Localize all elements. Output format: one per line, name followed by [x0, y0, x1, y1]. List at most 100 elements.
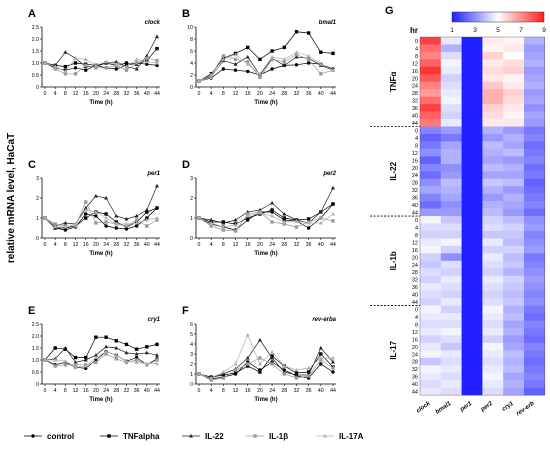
panel-letter: E	[28, 305, 35, 317]
data-point	[73, 365, 78, 369]
colorbar-tick-label: 3	[473, 27, 477, 34]
x-tick-label: 44	[330, 91, 336, 97]
y-tick-label: 6	[190, 322, 193, 328]
x-tick-label: 16	[83, 242, 89, 248]
y-tick-label: 1	[190, 372, 193, 378]
heatmap-cell	[440, 320, 462, 329]
data-point	[155, 46, 159, 51]
series-line	[44, 209, 158, 228]
heatmap-cell	[482, 335, 504, 344]
heatmap-cell	[461, 327, 483, 336]
x-tick-label: 4	[210, 91, 213, 97]
heatmap-cell	[482, 186, 504, 194]
x-tick-label: 32	[124, 242, 130, 248]
series-line	[44, 336, 158, 361]
data-point	[73, 355, 78, 360]
series-line	[198, 203, 334, 225]
data-point	[318, 355, 323, 360]
heatmap-cell	[503, 89, 525, 97]
heatmap-cell	[503, 51, 525, 60]
x-tick-label: 24	[269, 91, 275, 97]
data-point	[43, 60, 47, 65]
x-tick-label: 36	[306, 242, 312, 248]
data-point	[84, 366, 88, 371]
data-point	[53, 357, 58, 362]
heatmap-cell	[503, 342, 525, 351]
heatmap-cell	[482, 216, 504, 224]
heatmap-cell	[440, 133, 462, 142]
x-tick-label: 12	[73, 242, 79, 248]
x-tick-label: 0	[44, 91, 47, 97]
heatmap-cell	[482, 387, 504, 396]
gene-label: cry1	[148, 317, 161, 323]
x-axis-label: Time (h)	[254, 397, 277, 403]
heatmap-cell	[482, 223, 504, 232]
data-point	[124, 61, 129, 65]
data-point	[73, 61, 78, 65]
heatmap-cell	[524, 305, 546, 314]
data-point	[282, 60, 286, 64]
x-tick-label: 4	[54, 388, 57, 394]
heatmap-cell	[482, 37, 504, 45]
x-tick-label: 4	[54, 91, 57, 97]
x-tick-label: 44	[330, 388, 336, 394]
heatmap-cell	[461, 365, 483, 373]
heatmap-row-label: 0	[415, 39, 418, 45]
heatmap-cell	[440, 216, 462, 224]
x-tick-label: 16	[83, 388, 89, 394]
data-point	[63, 64, 68, 69]
x-tick-label: 16	[245, 242, 251, 248]
data-point	[124, 64, 129, 69]
heatmap-cell	[440, 268, 462, 277]
data-point	[270, 349, 275, 354]
x-tick-label: 20	[257, 388, 263, 394]
x-tick-label: 32	[124, 388, 130, 394]
data-point	[124, 216, 129, 221]
heatmap-cell	[461, 156, 483, 165]
heatmap-cell	[461, 193, 483, 202]
legend-label: IL-22	[205, 432, 224, 441]
data-point	[114, 213, 119, 218]
x-tick-label: 20	[257, 91, 263, 97]
data-point	[282, 222, 286, 226]
heatmap-cell	[440, 59, 462, 68]
x-tick-label: 8	[222, 388, 225, 394]
heatmap-row-label: 40	[412, 114, 418, 120]
data-point	[209, 224, 213, 228]
series-line	[44, 207, 158, 231]
heatmap-cell	[503, 365, 525, 373]
data-point	[221, 369, 226, 374]
heatmap-row-label: 8	[415, 54, 418, 60]
heatmap-cell	[524, 44, 546, 53]
data-point	[294, 372, 299, 377]
data-point	[306, 374, 311, 378]
data-point	[134, 57, 139, 61]
x-tick-label: 40	[318, 388, 324, 394]
heatmap-cell	[461, 216, 483, 224]
data-point	[331, 51, 335, 56]
data-point	[155, 353, 159, 357]
gene-label: bmal1	[319, 20, 337, 26]
heatmap-cell	[524, 238, 546, 247]
data-point	[331, 370, 335, 374]
data-point	[258, 75, 262, 80]
panel-letter-g: G	[385, 5, 394, 17]
x-tick-label: 0	[44, 388, 47, 394]
heatmap-cell	[524, 342, 546, 351]
heatmap-cell	[482, 305, 504, 314]
x-tick-label: 40	[318, 242, 324, 248]
data-point	[282, 372, 286, 376]
heatmap-cell	[524, 59, 546, 68]
series-il-17a	[43, 207, 159, 229]
data-point	[270, 355, 275, 360]
y-tick-label: 2.0	[32, 334, 39, 340]
heatmap-cell	[440, 163, 462, 172]
heatmap-cell	[524, 96, 546, 105]
data-point	[155, 215, 159, 220]
heatmap-group-label: TNFα	[389, 71, 398, 92]
heatmap-cell	[461, 298, 483, 306]
data-point	[294, 225, 299, 229]
data-point	[245, 355, 250, 360]
